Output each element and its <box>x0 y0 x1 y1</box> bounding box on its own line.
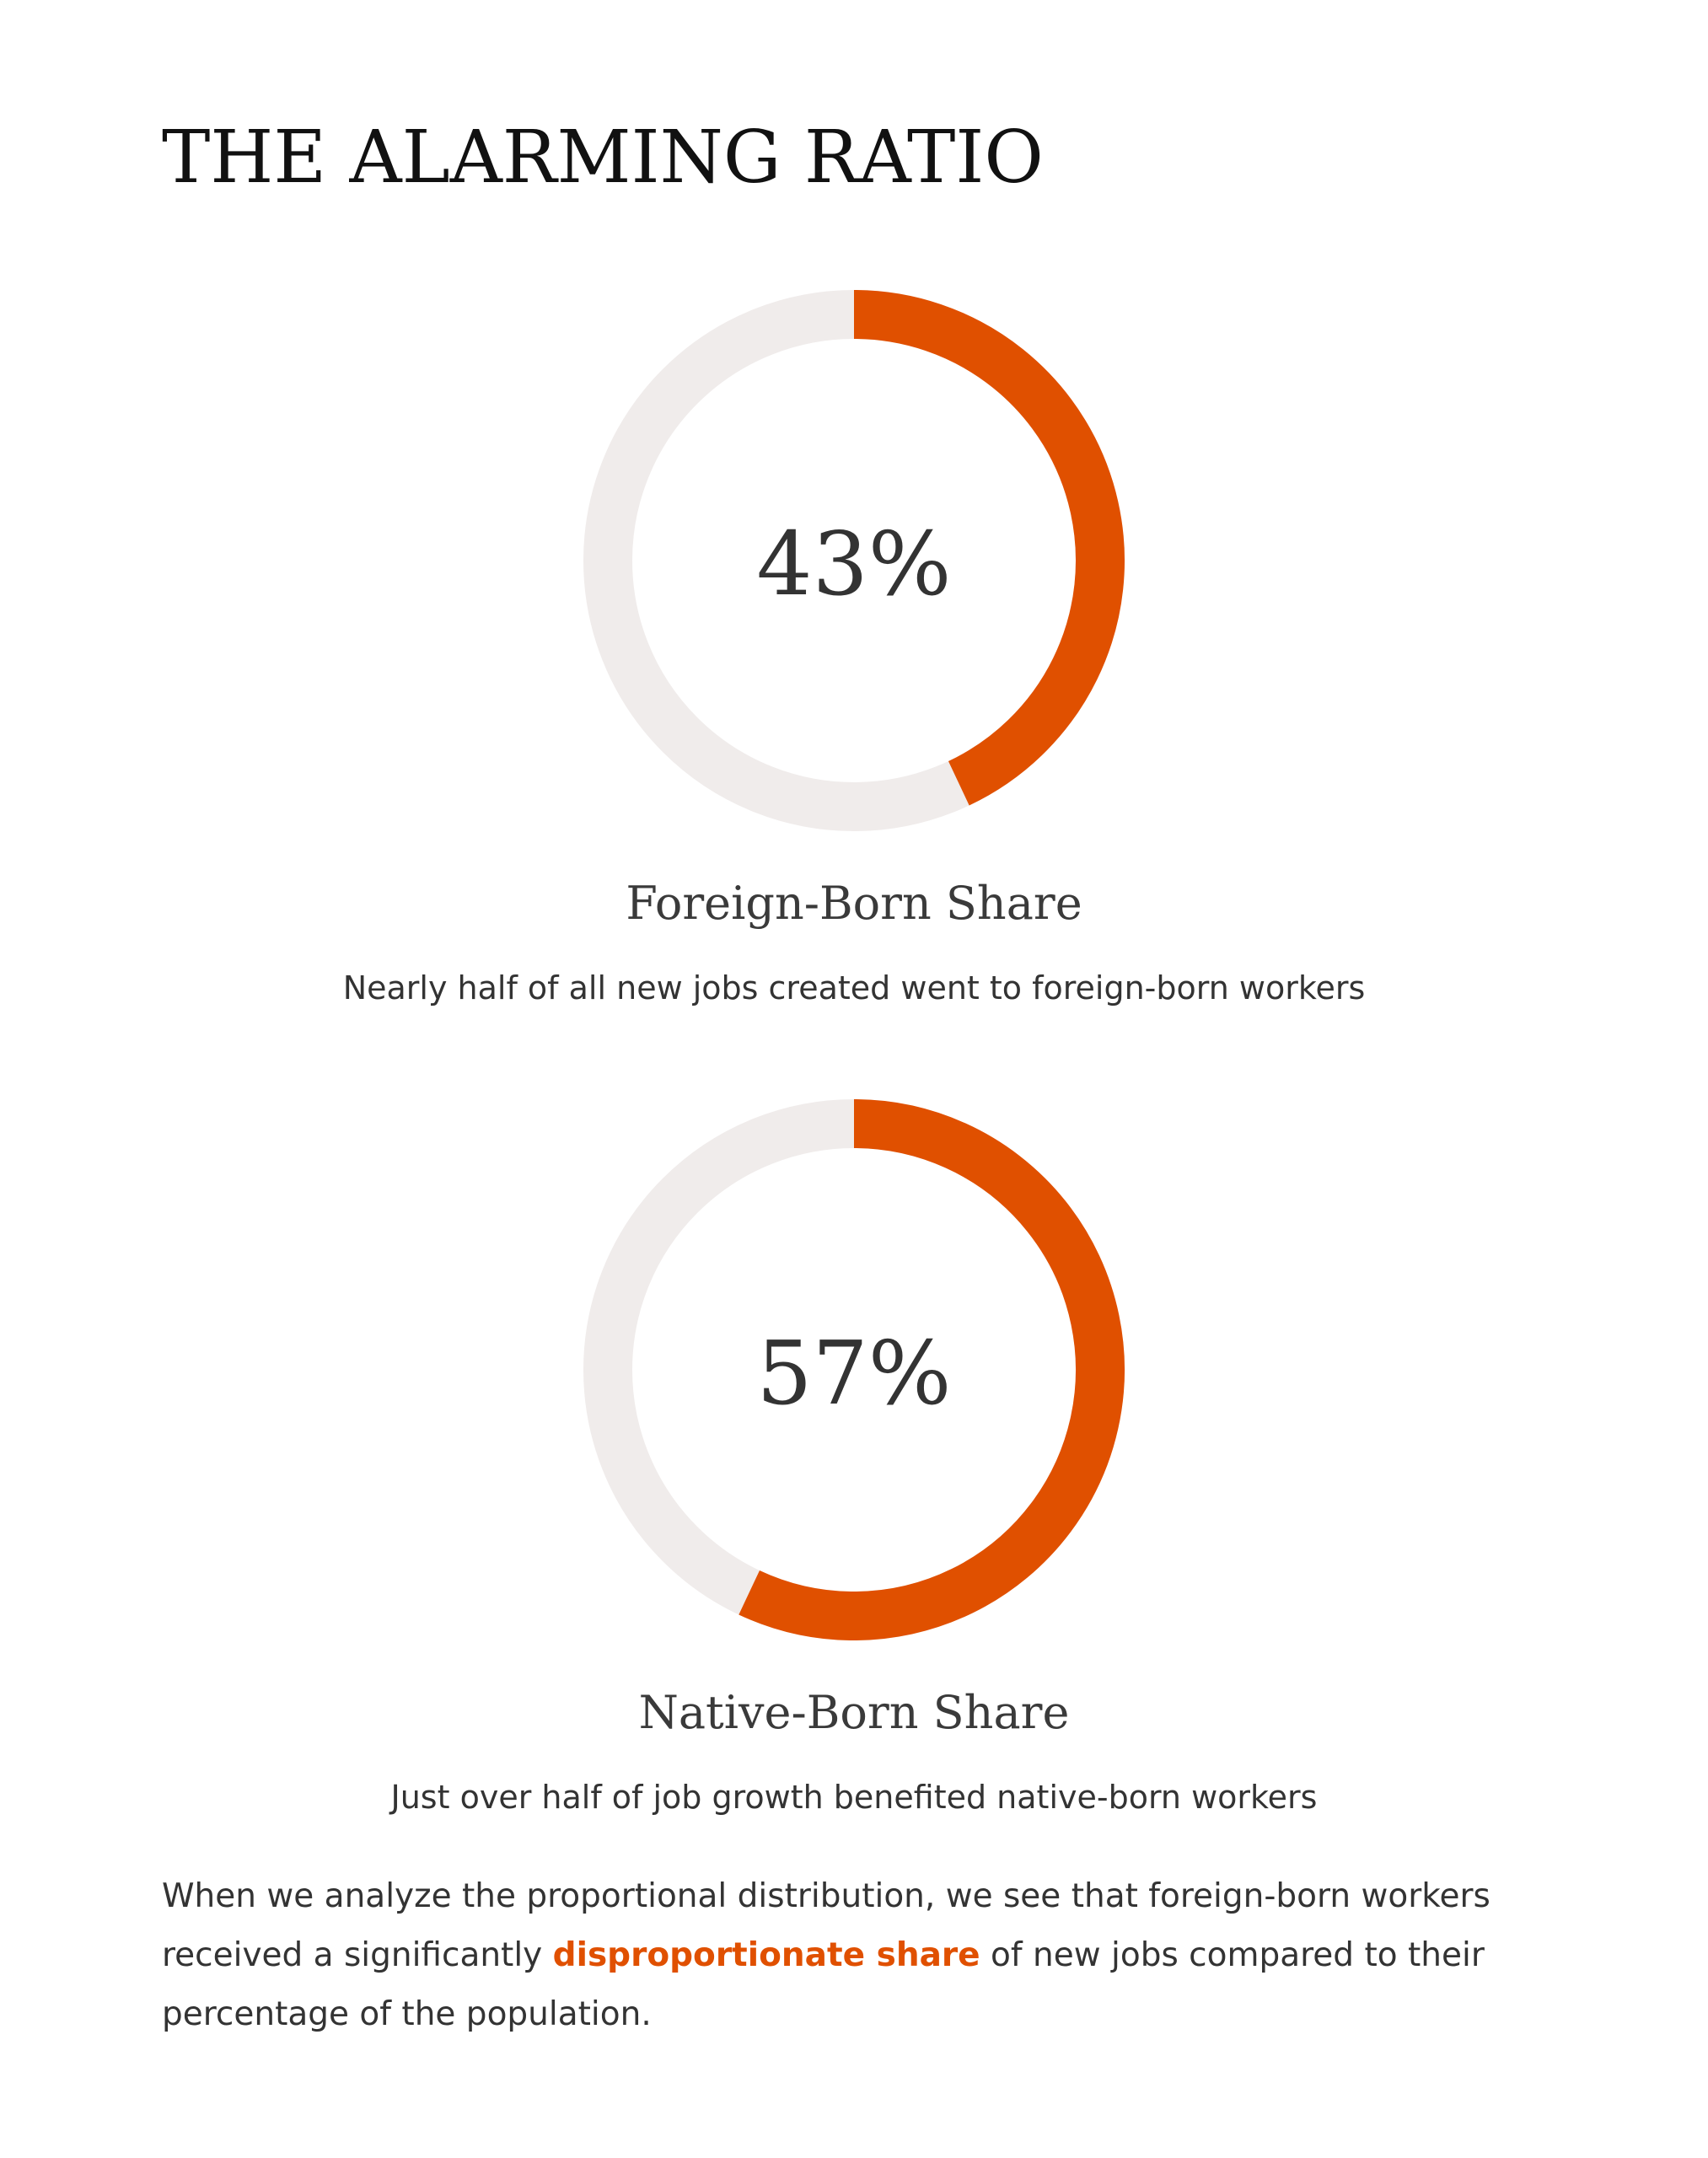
donut-arc-native-born <box>739 1099 1125 1640</box>
summary-paragraph: When we analyze the proportional distrib… <box>162 1867 1561 2044</box>
donut-value-foreign-born: 43% <box>756 513 951 615</box>
donut-description-foreign-born: Nearly half of all new jobs created went… <box>342 969 1366 1007</box>
summary-text-after: of new jobs compared to their percentage… <box>162 1936 1485 2033</box>
donut-description-native-born: Just over half of job growth benefited n… <box>390 1779 1318 1816</box>
donut-label-native-born: Native-Born Share <box>638 1686 1070 1739</box>
page-title: THE ALARMING RATIO <box>162 115 1044 200</box>
donut-value-native-born: 57% <box>756 1322 951 1425</box>
summary-highlight: disproportionate share <box>552 1936 980 1974</box>
donut-label-foreign-born: Foreign-Born Share <box>626 877 1082 930</box>
summary-text-before: When we analyze the proportional distrib… <box>162 1877 1490 1974</box>
donut-arc-foreign-born <box>853 290 1125 806</box>
donut-svg: 43% <box>583 290 1125 831</box>
donut-svg: 57% <box>583 1099 1125 1640</box>
donut-chart-native-born: 57% Native-Born Share Just over half of … <box>0 1087 1708 1846</box>
donut-chart-foreign-born: 43% Foreign-Born Share Nearly half of al… <box>0 278 1708 1037</box>
